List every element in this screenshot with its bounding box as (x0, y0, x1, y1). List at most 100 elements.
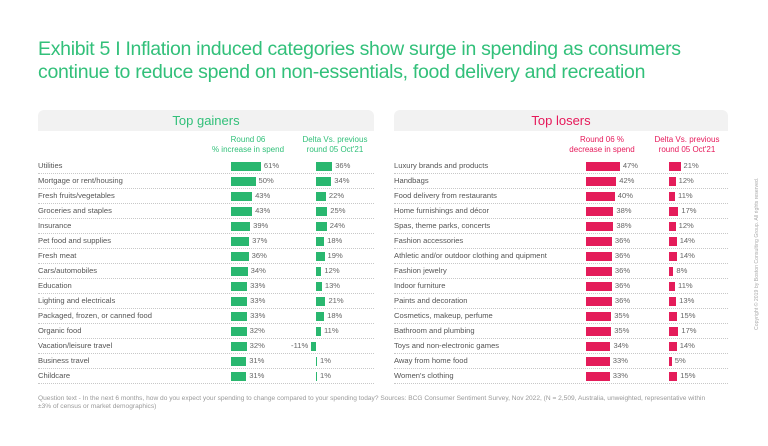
category-label: Spas, theme parks, concerts (394, 221, 491, 230)
category-label: Fresh fruits/vegetables (38, 191, 115, 200)
delta-bar (669, 281, 676, 291)
category-label: Indoor furniture (394, 281, 446, 290)
round06-value: 36% (614, 251, 631, 260)
table-row: Spas, theme parks, concerts 38% 12% (394, 219, 728, 234)
round06-bar (231, 311, 248, 321)
delta-value: 11% (323, 326, 339, 335)
losers-rows: Luxury brands and products 47% 21% Handbags… (394, 159, 728, 384)
delta-value: 14% (679, 236, 695, 245)
top-losers-panel: Top losers Round 06 % decrease in spend … (394, 110, 728, 384)
table-row: Pet food and supplies 37% 18% (38, 234, 374, 249)
round06-bar (231, 206, 253, 216)
delta-value: 8% (676, 266, 688, 275)
delta-value: 18% (327, 236, 343, 245)
round06-bar (231, 356, 247, 366)
category-label: Pet food and supplies (38, 236, 112, 245)
round06-bar (586, 206, 614, 216)
round06-value: 42% (619, 176, 635, 185)
table-row: Groceries and staples 43% 25% (38, 204, 374, 219)
category-label: Cars/automobiles (38, 266, 98, 275)
category-label: Fashion jewelry (394, 266, 447, 275)
gainers-rows: Utilities 61% 36% Mortgage or rent/housing 5… (38, 159, 374, 384)
category-label: Groceries and staples (38, 206, 112, 215)
delta-bar (669, 191, 676, 201)
round06-value: 37% (252, 236, 268, 245)
delta-value: 12% (324, 266, 340, 275)
category-label: Bathroom and plumbing (394, 326, 475, 335)
round06-value: 50% (258, 176, 274, 185)
table-row: Fresh meat 36% 19% (38, 249, 374, 264)
round06-bar (586, 176, 617, 186)
delta-bar (316, 281, 322, 291)
delta-bar (316, 176, 332, 186)
delta-bar (669, 206, 679, 216)
round06-value: 31% (249, 371, 265, 380)
delta-value: 17% (681, 206, 697, 215)
delta-bar (316, 161, 333, 171)
delta-bar (669, 161, 681, 171)
round06-bar (231, 191, 253, 201)
delta-value: 19% (327, 251, 343, 260)
delta-value: 21% (328, 296, 344, 305)
delta-bar (316, 206, 328, 216)
category-label: Home furnishings and décor (394, 206, 489, 215)
category-label: Organic food (38, 326, 82, 335)
delta-bar (316, 326, 321, 336)
round06-bar (231, 371, 247, 381)
category-label: Away from home food (394, 356, 468, 365)
gainers-col1-header: Round 06 % increase in spend (211, 135, 285, 154)
table-row: Away from home food 33% 5% (394, 354, 728, 369)
delta-bar (669, 236, 677, 246)
table-row: Mortgage or rent/housing 50% 34% (38, 174, 374, 189)
round06-value: 39% (253, 221, 269, 230)
round06-value: 38% (616, 206, 632, 215)
copyright: Copyright © 2019 by Boston Consulting Gr… (754, 177, 760, 330)
category-label: Mortgage or rent/housing (38, 176, 123, 185)
delta-bar (669, 251, 677, 261)
delta-value: 15% (680, 311, 696, 320)
table-row: Packaged, frozen, or canned food 33% 18% (38, 309, 374, 324)
delta-bar (669, 311, 678, 321)
top-gainers-panel: Top gainers Round 06 % increase in spend… (38, 110, 374, 384)
round06-value: 35% (614, 311, 630, 320)
delta-value: 36% (335, 161, 351, 170)
round06-bar (231, 176, 256, 186)
delta-bar (316, 236, 325, 246)
delta-bar (316, 371, 317, 381)
table-row: Handbags 42% 12% (394, 174, 728, 189)
round06-value: 36% (614, 281, 631, 290)
table-row: Toys and non-electronic games 34% 14% (394, 339, 728, 354)
round06-bar (586, 356, 610, 366)
delta-value: 15% (680, 371, 696, 380)
round06-value: 36% (614, 296, 631, 305)
round06-value: 32% (249, 341, 265, 350)
table-row: Education 33% 13% (38, 279, 374, 294)
round06-bar (231, 281, 248, 291)
round06-value: 43% (255, 206, 271, 215)
delta-bar (669, 266, 674, 276)
category-label: Food delivery from restaurants (394, 191, 497, 200)
delta-bar (669, 221, 676, 231)
delta-value: 21% (683, 161, 699, 170)
category-label: Handbags (394, 176, 429, 185)
top-losers-header: Top losers (394, 110, 728, 131)
round06-bar (231, 326, 247, 336)
table-row: Organic food 32% 11% (38, 324, 374, 339)
round06-bar (586, 281, 612, 291)
round06-bar (231, 236, 250, 246)
round06-bar (586, 266, 612, 276)
losers-col1-header: Round 06 % decrease in spend (569, 135, 635, 154)
delta-bar (316, 266, 322, 276)
round06-bar (586, 221, 614, 231)
round06-bar (231, 221, 251, 231)
delta-bar (669, 326, 679, 336)
delta-bar (669, 176, 676, 186)
round06-value: 61% (263, 161, 280, 170)
delta-bar (669, 341, 677, 351)
category-label: Luxury brands and products (394, 161, 489, 170)
round06-value: 43% (255, 191, 271, 200)
delta-bar (311, 341, 316, 351)
table-row: Home furnishings and décor 38% 17% (394, 204, 728, 219)
category-label: Insurance (38, 221, 72, 230)
delta-bar (669, 356, 672, 366)
